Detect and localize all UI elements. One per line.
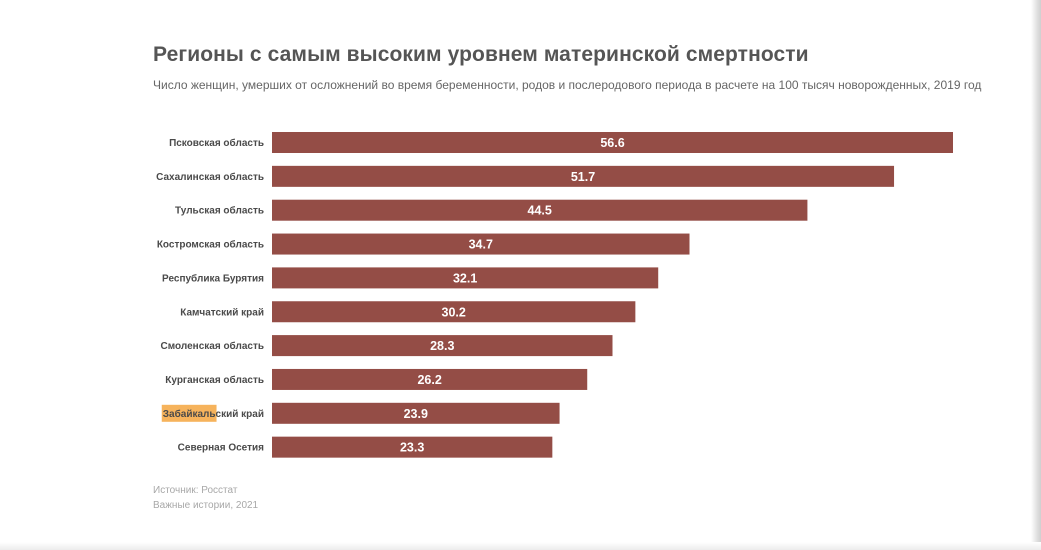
category-label: Сахалинская область [156,171,264,183]
bar-row: Забайкальский край 23.9 [161,402,560,424]
bars-layer: Псковская область 56.6 Сахалинская область… [156,132,953,458]
value-label: 56.6 [600,136,624,150]
bar [272,301,636,323]
bar [272,132,953,153]
category-label: Костромская область [157,239,264,251]
value-label: 23.3 [400,441,424,455]
bar [272,165,895,187]
value-label: 34.7 [469,238,493,252]
bar-row: Псковская область 56.6 [169,132,953,153]
bar [272,199,808,221]
window-bottom-edge [0,542,1041,550]
category-label: Камчатский край [180,307,264,318]
credit-note: Важные истории, 2021 [153,500,259,511]
window-edge-shadow [1031,0,1041,550]
bar-row: Северная Осетия 23.3 [178,436,553,458]
value-label: 26.2 [417,373,441,387]
value-label: 28.3 [430,339,454,353]
bar [272,335,613,357]
bar [272,267,659,289]
bar-row: Камчатский край 30.2 [180,301,636,323]
category-label: Республика Бурятия [162,272,264,284]
text-selection-highlight [161,404,217,422]
source-note: Источник: Росстат [153,485,238,496]
category-label: Тульская область [175,205,264,217]
bar-row: Сахалинская область 51.7 [156,165,895,187]
bar-row: Тульская область 44.5 [175,199,808,221]
category-label: Забайкальский край [163,408,264,420]
value-label: 32.1 [453,271,477,285]
value-label: 23.9 [404,407,428,421]
category-label: Смоленская область [161,340,264,352]
value-label: 30.2 [442,305,466,319]
chart-subtitle: Число женщин, умерших от осложнений во в… [153,78,982,92]
category-label: Псковская область [169,137,264,149]
value-label: 51.7 [571,170,595,184]
bar-row: Костромская область 34.7 [157,233,690,255]
category-label: Северная Осетия [178,443,264,454]
value-label: 44.5 [528,204,552,218]
bar [272,436,553,458]
bar [272,402,560,424]
bar [272,368,588,390]
bar-row: Смоленская область 28.3 [161,335,613,357]
bar-row: Республика Бурятия 32.1 [162,267,659,289]
bar [272,233,690,255]
chart-title: Регионы с самым высоким уровнем материнс… [153,43,809,66]
category-label: Курганская область [165,374,264,386]
bar-row: Курганская область 26.2 [165,368,588,390]
